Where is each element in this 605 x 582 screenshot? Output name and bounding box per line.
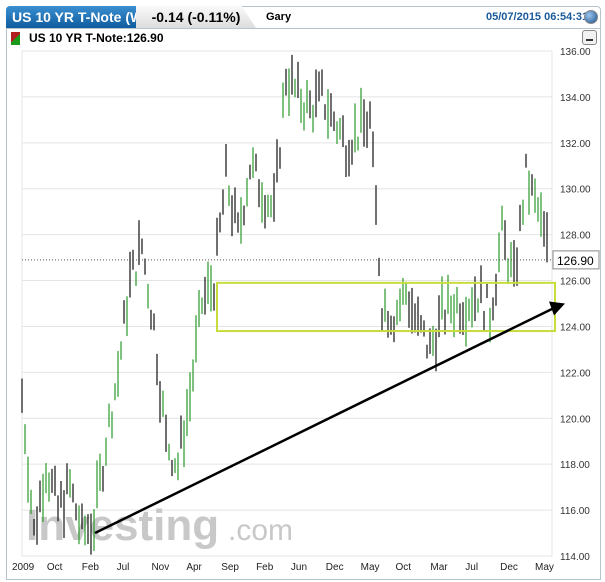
minimize-button[interactable]	[582, 30, 597, 45]
y-tick-label: 134.00	[560, 93, 591, 104]
y-tick-label: 124.00	[560, 322, 591, 333]
last-price-box	[552, 250, 600, 270]
y-tick-label: 120.00	[560, 414, 591, 425]
y-tick-label: 126.00	[560, 277, 591, 288]
x-tick-label: Apr	[186, 562, 202, 573]
x-tick-label: May	[361, 562, 380, 573]
y-tick-label: 132.00	[560, 139, 591, 150]
y-tick-label: 122.00	[560, 368, 591, 379]
y-tick-label: 114.00	[560, 552, 590, 563]
x-tick-label: Oct	[47, 562, 63, 573]
x-tick-label: Feb	[82, 562, 100, 573]
x-tick-label: May	[535, 562, 554, 573]
x-tick-label: Feb	[256, 562, 274, 573]
chart-panel	[6, 28, 601, 580]
globe-icon[interactable]	[584, 10, 598, 24]
datetime: 05/07/2015 06:54:31	[486, 11, 589, 23]
plot-area	[21, 50, 553, 557]
x-tick-label: Mar	[430, 562, 448, 573]
x-tick-label: Dec	[326, 562, 344, 573]
watermark-logo: Investing	[26, 501, 219, 550]
last-price-label: 126.90	[557, 254, 594, 268]
x-tick-label: Dec	[500, 562, 518, 573]
tab-instrument[interactable]: US 10 YR T-Note (Wee...	[6, 6, 142, 28]
x-tick-label: Jul	[117, 562, 130, 573]
x-tick-label: Jun	[291, 562, 307, 573]
trendline	[94, 306, 556, 535]
legend-label: US 10 YR T-Note:126.90	[29, 31, 164, 45]
x-tick-label: Jul	[465, 562, 478, 573]
y-tick-label: 118.00	[560, 460, 590, 471]
x-tick-label: 2009	[12, 562, 35, 573]
user-name[interactable]: Gary	[266, 11, 292, 23]
price-change: -0.14 (-0.11%)	[136, 6, 256, 28]
candle-icon	[11, 32, 20, 46]
trendline-arrowhead	[549, 301, 565, 316]
y-tick-label: 136.00	[560, 47, 591, 58]
y-tick-label: 128.00	[560, 231, 591, 242]
chart-legend: US 10 YR T-Note:126.90	[11, 31, 164, 46]
x-tick-label: Oct	[396, 562, 412, 573]
watermark-logo-suffix: .com	[228, 514, 293, 547]
x-tick-label: Sep	[221, 562, 239, 573]
x-tick-label: Nov	[151, 562, 169, 573]
y-tick-label: 116.00	[560, 506, 590, 517]
y-tick-label: 130.00	[560, 185, 591, 196]
